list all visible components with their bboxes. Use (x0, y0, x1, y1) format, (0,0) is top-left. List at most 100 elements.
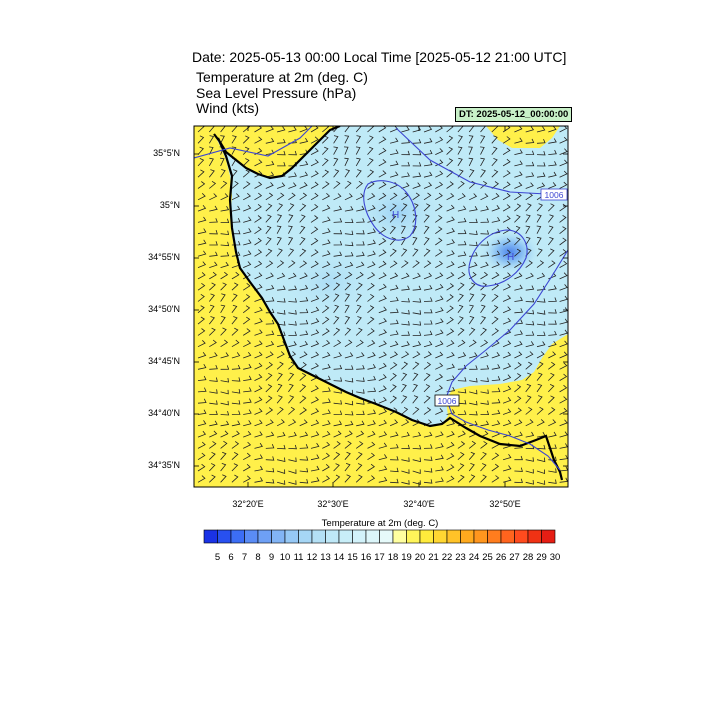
wind-barb (220, 365, 230, 370)
wind-barb (468, 316, 475, 325)
colorbar-label: 13 (320, 552, 331, 563)
wind-barb (423, 308, 433, 314)
wind-barb (502, 476, 512, 483)
isobar-label-2: 1006 (434, 394, 460, 407)
wind-barb (468, 440, 477, 449)
wind-barb (446, 283, 455, 291)
wind-barb (310, 329, 320, 336)
wind-barb (333, 218, 343, 223)
wind-barb (310, 318, 320, 325)
wind-barb (288, 272, 297, 280)
wind-barb (412, 351, 421, 359)
wind-barb (310, 419, 320, 427)
wind-barb (367, 430, 376, 438)
wind-barb (197, 135, 205, 144)
wind-barb (277, 431, 286, 438)
wind-barb (197, 340, 206, 348)
wind-barb (435, 237, 443, 246)
wind-barb (367, 272, 376, 280)
wind-barb (469, 410, 478, 416)
wind-barb (389, 192, 398, 201)
wind-barb (514, 182, 523, 189)
wind-barb (525, 431, 535, 438)
wind-barb (469, 193, 478, 201)
wind-barb (322, 204, 331, 212)
wind-barb (322, 363, 331, 370)
wind-barb (378, 396, 387, 404)
wind-barb (435, 477, 444, 483)
wind-barb (412, 444, 422, 450)
wind-barb (322, 239, 331, 246)
wind-barb (277, 161, 286, 167)
wind-barb (243, 375, 252, 381)
wind-barb (276, 372, 283, 381)
wind-barb (243, 193, 251, 201)
wind-barb (333, 282, 341, 291)
wind-barb (457, 180, 465, 189)
wind-barb (446, 316, 454, 325)
colorbar-label: 12 (306, 552, 318, 563)
wind-barb (322, 464, 330, 472)
wind-barb (197, 328, 206, 336)
wind-barb (525, 192, 533, 201)
wind-barb (401, 150, 410, 156)
wind-barb (220, 180, 228, 189)
wind-barb (491, 272, 500, 280)
wind-barb (356, 410, 365, 415)
wind-barb (378, 192, 387, 201)
wind-barb (412, 310, 422, 315)
wind-barb (209, 451, 216, 460)
wind-barb (378, 147, 387, 155)
wind-barb (480, 293, 487, 302)
wind-barb (322, 351, 331, 359)
wind-barb (547, 214, 554, 223)
wind-barb (243, 340, 252, 348)
colorbar-label: 6 (228, 552, 234, 563)
wind-barb (209, 271, 217, 280)
wind-barb (276, 248, 283, 257)
wind-barb (423, 149, 433, 155)
wind-barb (401, 361, 409, 370)
wind-barb (412, 298, 422, 303)
wind-barb (514, 149, 523, 155)
wind-barb (322, 316, 330, 325)
wind-barb (310, 362, 319, 370)
wind-barb (355, 304, 362, 314)
wind-barb (355, 463, 363, 472)
colorbar-label: 19 (401, 552, 412, 563)
wind-barb (209, 205, 218, 212)
wind-barb (310, 147, 319, 155)
wind-barb (322, 216, 331, 223)
wind-barb (502, 317, 512, 325)
wind-barb (344, 430, 353, 438)
wind-barb (559, 318, 568, 325)
wind-barb (288, 248, 295, 257)
wind-barb (548, 248, 555, 257)
wind-barb (525, 214, 531, 223)
wind-barb (480, 377, 489, 382)
wind-barb (469, 365, 478, 370)
wind-barb (423, 479, 433, 484)
wind-barb (265, 308, 275, 314)
wind-barb (525, 372, 532, 381)
wind-barb (469, 377, 478, 383)
wind-barb (367, 305, 375, 314)
wind-barb (209, 251, 218, 257)
wind-barb (333, 410, 343, 415)
wind-barb (401, 480, 410, 485)
wind-barb (333, 271, 342, 280)
wind-barb (288, 310, 297, 315)
wind-barb (536, 172, 546, 178)
wind-barb (242, 169, 250, 178)
wind-barb (525, 126, 535, 133)
wind-barb (525, 225, 531, 234)
isobar-high-2 (468, 229, 528, 287)
wind-barb (435, 295, 444, 302)
colorbar-label: 20 (414, 552, 426, 563)
wind-barb (378, 374, 387, 381)
wind-barb (401, 383, 407, 393)
wind-barb (243, 351, 252, 359)
wind-barb (401, 172, 410, 178)
wind-barb (378, 476, 388, 483)
wind-barb (344, 180, 352, 189)
